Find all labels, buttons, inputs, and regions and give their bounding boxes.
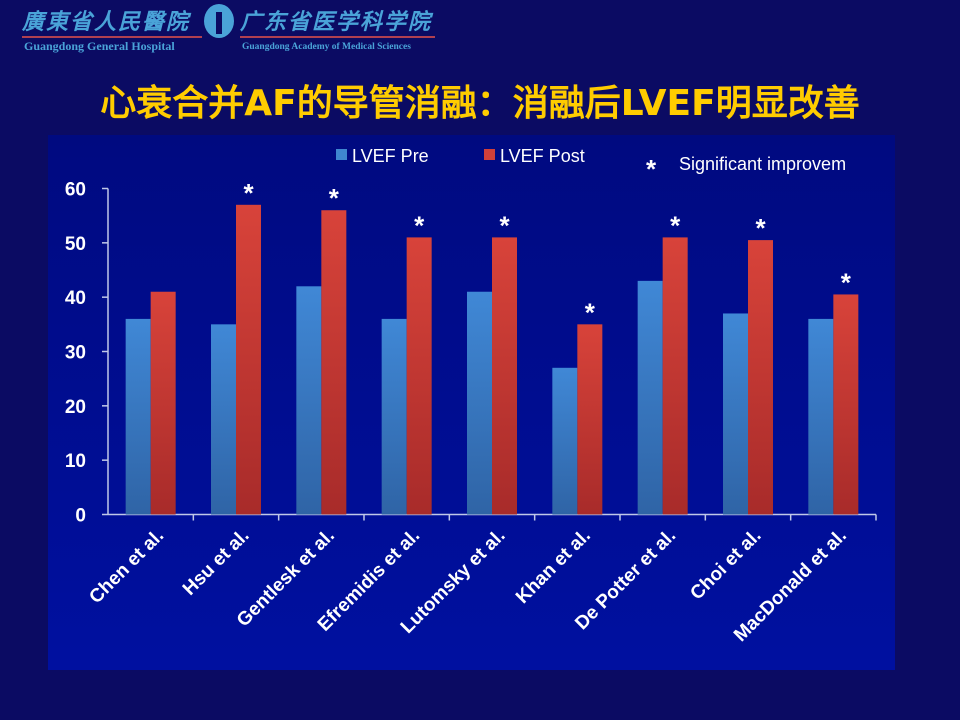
bar-lvef-post bbox=[492, 237, 517, 515]
bar-lvef-post bbox=[833, 294, 859, 515]
legend-asterisk: * bbox=[646, 154, 657, 184]
bar-lvef-pre bbox=[296, 286, 322, 515]
x-tick-label: Chen et al. bbox=[85, 525, 168, 608]
bar-lvef-pre bbox=[637, 280, 663, 515]
academy-name-cn: 广东省医学科学院 bbox=[240, 9, 433, 35]
y-tick-label: 10 bbox=[65, 451, 86, 472]
legend-label: LVEF Post bbox=[500, 146, 585, 166]
hospital-emblem-icon bbox=[204, 4, 234, 38]
legend-swatch bbox=[484, 149, 495, 160]
x-tick-label: Choi et al. bbox=[686, 525, 765, 604]
bar-lvef-post bbox=[577, 324, 603, 515]
bar-lvef-pre bbox=[808, 318, 834, 515]
significance-asterisk: * bbox=[243, 178, 254, 208]
x-tick-label: Hsu et al. bbox=[179, 525, 254, 600]
significance-asterisk: * bbox=[585, 297, 596, 327]
x-tick-label: Khan et al. bbox=[512, 525, 595, 608]
y-tick-label: 20 bbox=[65, 397, 86, 418]
bar-lvef-post bbox=[321, 210, 347, 515]
hospital-logo: 廣東省人民醫院 Guangdong General Hospital 广东省医学… bbox=[18, 2, 438, 53]
significance-asterisk: * bbox=[755, 213, 766, 243]
legend-label: LVEF Pre bbox=[352, 146, 429, 166]
legend-swatch bbox=[336, 149, 347, 160]
bar-lvef-pre bbox=[381, 318, 407, 515]
slide-title: 心衰合并AF的导管消融：消融后LVEF明显改善 bbox=[100, 83, 860, 124]
significance-asterisk: * bbox=[329, 183, 340, 213]
y-tick-label: 60 bbox=[65, 180, 86, 201]
bar-lvef-post bbox=[406, 237, 432, 515]
hospital-name-cn: 廣東省人民醫院 bbox=[22, 9, 191, 35]
bar-lvef-pre bbox=[723, 313, 748, 515]
significance-asterisk: * bbox=[841, 267, 852, 297]
bar-lvef-pre bbox=[125, 318, 151, 515]
bar-lvef-post bbox=[236, 204, 261, 515]
hospital-name-en: Guangdong General Hospital bbox=[24, 39, 175, 53]
y-tick-label: 40 bbox=[65, 288, 86, 309]
legend-significance-label: Significant improvem bbox=[679, 154, 846, 174]
divider bbox=[240, 36, 435, 38]
academy-name-en: Guangdong Academy of Medical Sciences bbox=[242, 42, 411, 52]
significance-asterisk: * bbox=[414, 210, 425, 240]
y-tick-label: 0 bbox=[75, 506, 86, 527]
bar-lvef-post bbox=[662, 237, 688, 515]
bar-lvef-pre bbox=[552, 367, 578, 515]
bar-lvef-post bbox=[748, 240, 773, 515]
significance-asterisk: * bbox=[670, 210, 681, 240]
bar-lvef-pre bbox=[467, 291, 492, 515]
significance-asterisk: * bbox=[499, 210, 510, 240]
y-tick-label: 50 bbox=[65, 234, 86, 255]
bar-lvef-pre bbox=[211, 324, 236, 515]
bar-lvef-post bbox=[150, 291, 176, 515]
divider bbox=[22, 36, 202, 38]
y-tick-label: 30 bbox=[65, 343, 86, 364]
